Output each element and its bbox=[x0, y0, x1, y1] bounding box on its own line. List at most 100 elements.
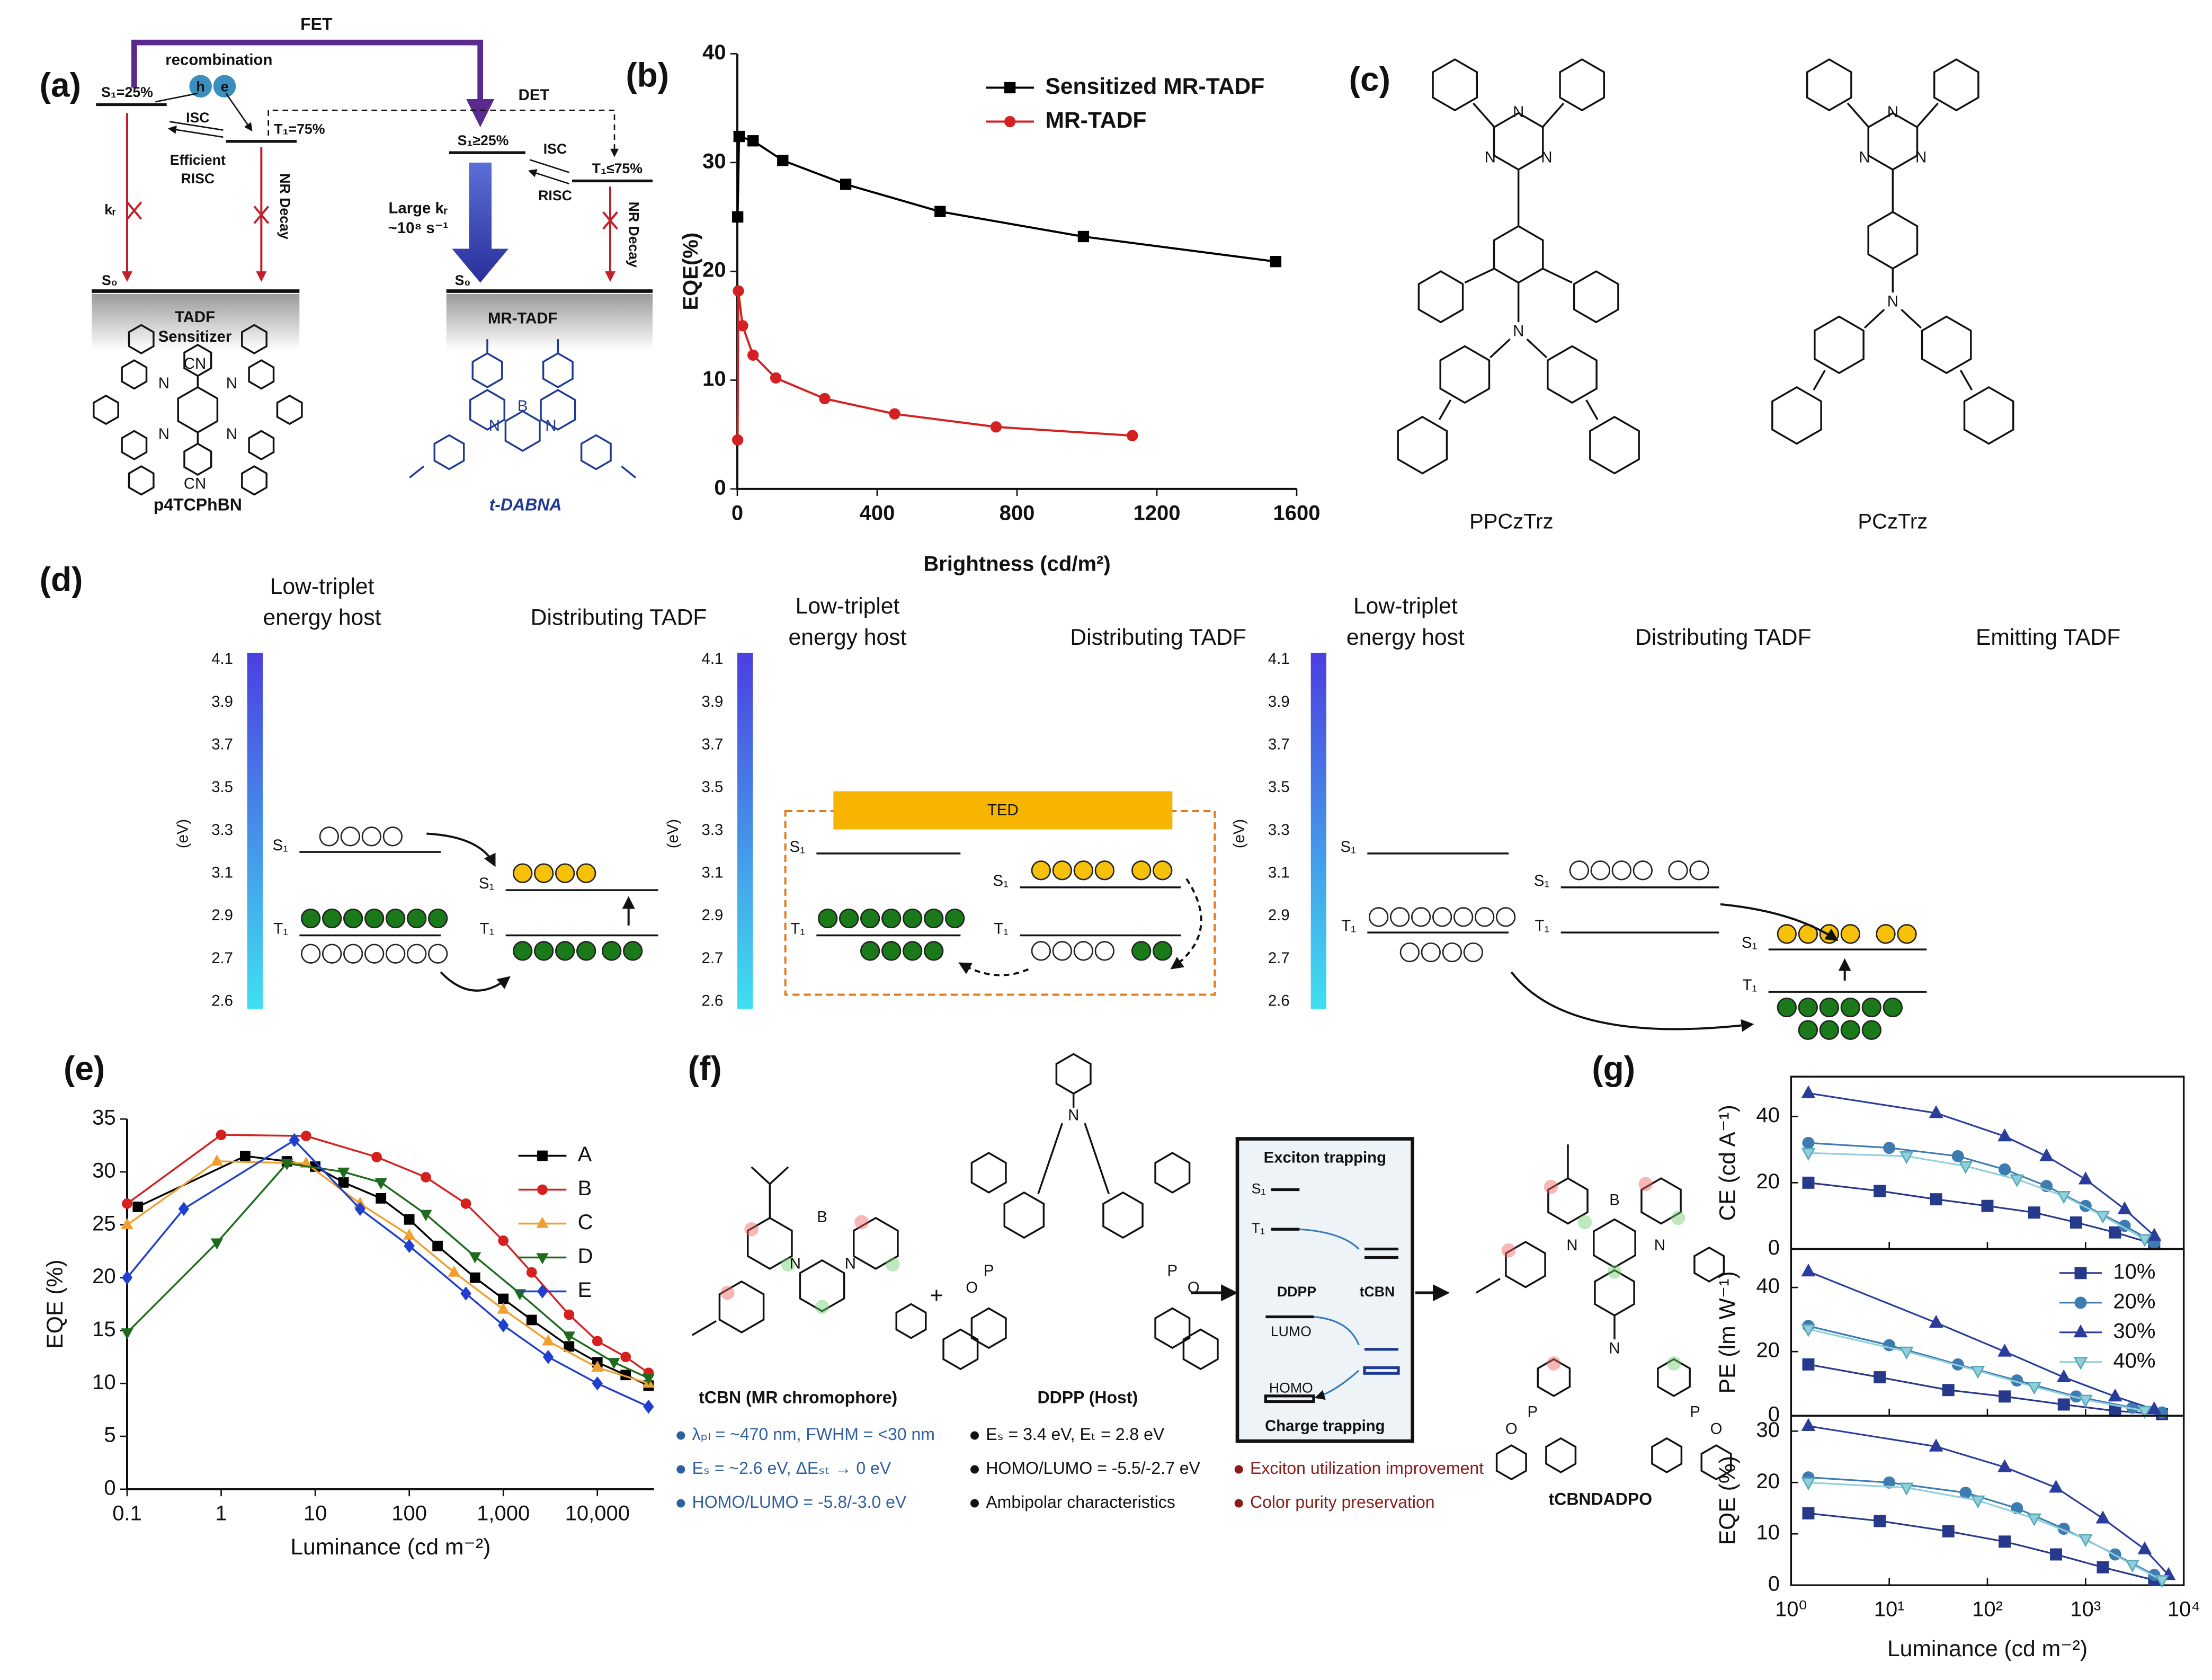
y-axis-label: EQE (%) bbox=[42, 1259, 68, 1348]
bond bbox=[621, 465, 637, 478]
y-tick-label: 0 bbox=[714, 476, 726, 499]
exciton bbox=[576, 863, 596, 883]
marker bbox=[210, 1238, 224, 1250]
ring bbox=[1417, 270, 1464, 324]
y-tick-label: 20 bbox=[1756, 1170, 1780, 1193]
exciton bbox=[1861, 1020, 1881, 1040]
exciton bbox=[1399, 942, 1420, 963]
x-tick-label: 800 bbox=[1000, 501, 1035, 525]
exciton bbox=[1496, 907, 1516, 927]
ring bbox=[853, 1216, 899, 1270]
label: LUMO bbox=[1271, 1323, 1312, 1339]
series-line bbox=[1808, 1270, 2155, 1410]
marker bbox=[2078, 1394, 2093, 1408]
exciton bbox=[1453, 907, 1474, 927]
ring bbox=[1154, 1152, 1191, 1194]
marker bbox=[564, 1341, 575, 1352]
bond bbox=[1475, 1278, 1501, 1294]
heading: Distributing TADF bbox=[1635, 625, 1812, 650]
axis-label: (eV) bbox=[174, 819, 191, 848]
x-tick-label: 10,000 bbox=[565, 1501, 630, 1525]
marker bbox=[498, 1235, 509, 1246]
molecule-name: tCBNDADPO bbox=[1549, 1490, 1653, 1509]
arrow bbox=[1720, 903, 1839, 941]
legend-label: 20% bbox=[2113, 1290, 2155, 1313]
exciton bbox=[1094, 941, 1114, 961]
y-tick-label: 40 bbox=[1756, 1104, 1780, 1127]
level-label: S₁ bbox=[1742, 934, 1758, 952]
label: S₁ bbox=[1252, 1181, 1266, 1197]
ring bbox=[248, 359, 275, 390]
marker bbox=[1981, 1199, 1994, 1212]
marker bbox=[460, 1198, 471, 1209]
series-line bbox=[126, 1139, 649, 1408]
series-line bbox=[1808, 1325, 2162, 1414]
axis-label: (eV) bbox=[1230, 819, 1248, 848]
exciton bbox=[343, 944, 363, 964]
marker bbox=[1127, 430, 1138, 441]
marker bbox=[1801, 1148, 1816, 1161]
marker bbox=[2057, 1398, 2070, 1411]
heading: energy host bbox=[1346, 625, 1465, 650]
exciton bbox=[902, 908, 923, 929]
exciton bbox=[513, 863, 533, 883]
ring bbox=[1154, 1307, 1191, 1349]
marker bbox=[2137, 1234, 2152, 1247]
ring bbox=[1432, 58, 1478, 112]
marker bbox=[526, 1267, 537, 1278]
ring bbox=[1963, 386, 2014, 445]
exciton bbox=[1633, 860, 1653, 881]
axis-tick-label: 3.5 bbox=[211, 778, 233, 796]
atom: N bbox=[1485, 149, 1496, 166]
heading: Distributing TADF bbox=[531, 605, 707, 630]
marker bbox=[1929, 1105, 1943, 1118]
x-axis-label: Brightness (cd/m²) bbox=[923, 552, 1110, 575]
marker bbox=[2073, 1324, 2088, 1338]
bond bbox=[1585, 399, 1599, 421]
label: Efficient bbox=[170, 152, 226, 168]
marker bbox=[301, 1131, 311, 1141]
heading: energy host bbox=[263, 605, 381, 630]
y-tick-label: 10 bbox=[92, 1371, 116, 1394]
atom: N bbox=[1068, 1107, 1079, 1124]
label: DET bbox=[519, 86, 550, 104]
ring bbox=[1657, 1358, 1691, 1397]
ring bbox=[121, 430, 148, 460]
exciton bbox=[1094, 860, 1114, 881]
ring bbox=[1547, 1177, 1589, 1225]
marker bbox=[421, 1172, 431, 1183]
x-tick-label: 1600 bbox=[1273, 501, 1321, 525]
marker bbox=[2109, 1405, 2121, 1417]
atom: CN bbox=[184, 475, 206, 493]
exciton bbox=[1031, 941, 1051, 961]
ring bbox=[1537, 1358, 1571, 1397]
heading: Distributing TADF bbox=[1070, 625, 1246, 650]
marker bbox=[1874, 1371, 1886, 1384]
marker bbox=[620, 1352, 631, 1363]
legend-label: C bbox=[578, 1211, 593, 1234]
atom: CN bbox=[184, 355, 206, 372]
exciton bbox=[1411, 907, 1431, 927]
levels bbox=[1191, 1188, 1450, 1402]
x-tick-label: 10¹ bbox=[1874, 1598, 1905, 1621]
emission-arrow bbox=[452, 162, 509, 283]
exciton bbox=[428, 908, 448, 929]
marker bbox=[376, 1193, 387, 1204]
ring bbox=[942, 1328, 979, 1371]
marker bbox=[592, 1336, 603, 1347]
ring bbox=[540, 389, 576, 431]
marker bbox=[1999, 1390, 2011, 1403]
exciton bbox=[1798, 997, 1818, 1018]
ring bbox=[121, 359, 148, 390]
label: NR Decay bbox=[626, 202, 642, 268]
ring bbox=[1003, 1191, 1045, 1239]
ring bbox=[1397, 415, 1448, 475]
marker bbox=[374, 1178, 387, 1189]
label: FET bbox=[300, 15, 333, 34]
exciton bbox=[513, 941, 533, 961]
site bbox=[1671, 1211, 1685, 1225]
ring bbox=[1771, 386, 1822, 445]
ring bbox=[128, 465, 155, 496]
bullet-text: Eₛ = ~2.6 eV, ΔEₛₜ → 0 eV bbox=[692, 1459, 891, 1478]
